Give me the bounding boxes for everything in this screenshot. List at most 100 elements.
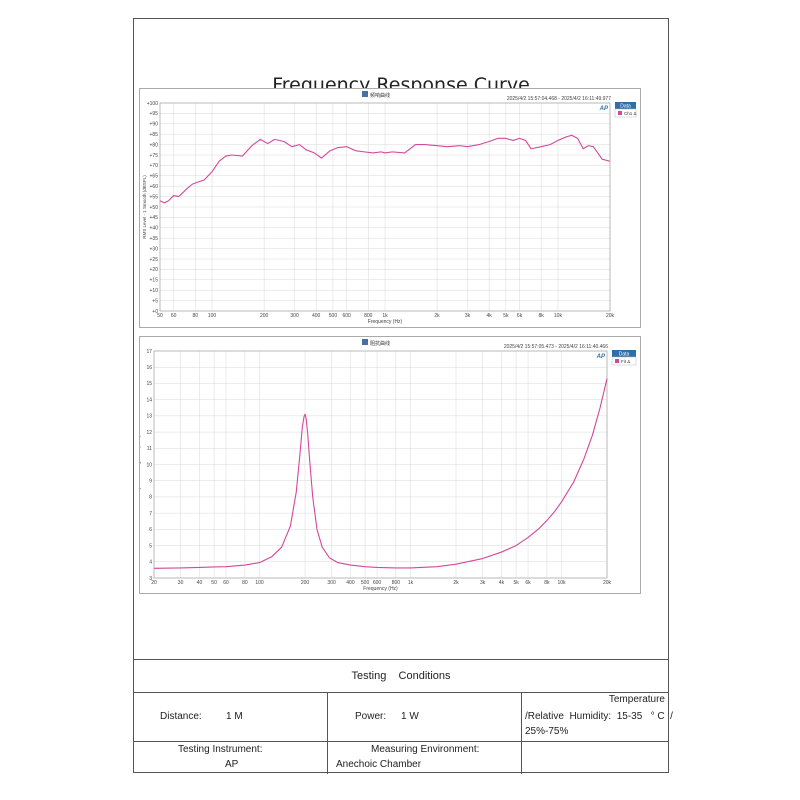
temperature-line-2: /Relative Humidity: 15-35 ° C / <box>525 711 673 722</box>
y-tick-label: +15 <box>150 278 159 284</box>
y-tick-label: +50 <box>150 205 159 211</box>
y-tick-label: +20 <box>150 267 159 273</box>
x-tick-label: 2k <box>453 580 459 586</box>
conditions-row-2: Testing Instrument: AP Measuring Environ… <box>133 741 669 774</box>
x-tick-label: 300 <box>290 313 299 319</box>
y-tick-label: +25 <box>150 257 159 263</box>
conditions-row-1: Distance: 1 M Power: 1 W Temperature /Re… <box>133 692 673 742</box>
temperature-line-1: Temperature <box>608 694 665 705</box>
panel-header-icon <box>362 339 368 345</box>
impedance-panel: 阻抗曲线 2025/4/2 15:57:05.473 - 2025/4/2 16:… <box>139 336 641 594</box>
testing-conditions-table: Testing Conditions Distance: 1 M Power: … <box>133 659 673 774</box>
y-axis-label: Impedance Magnitude (Ohm) <box>140 435 141 494</box>
x-tick-label: 400 <box>312 313 321 319</box>
y-tick-label: +75 <box>150 153 159 159</box>
y-tick-label: 14 <box>146 397 152 403</box>
y-tick-label: +45 <box>150 215 159 221</box>
y-tick-label: 15 <box>146 381 152 387</box>
conditions-title-row: Testing Conditions <box>133 660 669 693</box>
y-tick-label: +85 <box>150 132 159 138</box>
x-tick-label: 1k <box>382 313 388 319</box>
x-axis-label: Frequency (Hz) <box>368 319 403 325</box>
y-tick-label: +10 <box>150 288 159 294</box>
x-tick-label: 500 <box>361 580 370 586</box>
x-tick-label: 5k <box>503 313 509 319</box>
x-tick-label: 500 <box>329 313 338 319</box>
legend-swatch <box>618 111 622 115</box>
x-tick-label: 6k <box>517 313 523 319</box>
plot-frame <box>159 102 611 312</box>
y-tick-label: 8 <box>149 495 152 501</box>
legend-entry: Ch1 Δ <box>624 111 637 116</box>
y-tick-label: +90 <box>150 122 159 128</box>
x-tick-label: 8k <box>539 313 545 319</box>
impedance-chart: 阻抗曲线 2025/4/2 15:57:05.473 - 2025/4/2 16:… <box>140 339 637 592</box>
legend-body <box>611 356 637 366</box>
x-tick-label: 3k <box>465 313 471 319</box>
instrument-value: AP <box>225 759 239 770</box>
x-tick-label: 4k <box>486 313 492 319</box>
legend-title: Data <box>620 104 631 110</box>
timestamp: 2025/4/2 15:57:05.473 - 2025/4/2 16:11:4… <box>504 344 608 350</box>
power-label: Power: <box>355 711 387 722</box>
x-tick-label: 6k <box>525 580 531 586</box>
environment-value: Anechoic Chamber <box>336 759 422 770</box>
y-tick-label: +80 <box>150 142 159 148</box>
panel-header: 频响曲线 <box>370 92 390 99</box>
y-tick-label: +60 <box>150 184 159 190</box>
power-value: 1 W <box>401 711 419 722</box>
timestamp: 2025/4/2 15:57:04.468 - 2025/4/2 16:11:4… <box>507 96 611 102</box>
conditions-title: Testing Conditions <box>351 670 451 682</box>
temperature-line-3: 25%-75% <box>525 726 569 737</box>
y-tick-label: +55 <box>150 194 159 200</box>
y-tick-label: 10 <box>146 462 152 468</box>
x-tick-label: 30 <box>178 580 184 586</box>
x-tick-label: 200 <box>260 313 269 319</box>
series-line <box>153 378 608 569</box>
y-tick-label: 13 <box>146 414 152 420</box>
x-tick-label: 1k <box>408 580 414 586</box>
y-axis-label: RMS Level - 1 Smooth (dBSPL) <box>142 175 147 239</box>
y-tick-label: 9 <box>149 479 152 485</box>
x-tick-label: 4k <box>499 580 505 586</box>
x-tick-label: 600 <box>342 313 351 319</box>
frequency-response-chart: 频响曲线 2025/4/2 15:57:04.468 - 2025/4/2 16:… <box>142 91 637 325</box>
instrument-label: Testing Instrument: <box>178 744 263 755</box>
distance-value: 1 M <box>226 711 243 722</box>
x-tick-label: 600 <box>373 580 382 586</box>
legend-entry: Fit Δ <box>621 359 630 364</box>
x-tick-label: 20k <box>606 313 615 319</box>
x-tick-label: 50 <box>211 580 217 586</box>
y-tick-label: +65 <box>150 174 159 180</box>
x-tick-label: 20k <box>603 580 612 586</box>
frequency-response-panel: 频响曲线 2025/4/2 15:57:04.468 - 2025/4/2 16:… <box>139 88 641 328</box>
y-tick-label: +95 <box>150 111 159 117</box>
x-tick-label: 5k <box>513 580 519 586</box>
y-tick-label: +30 <box>150 246 159 252</box>
y-tick-label: 11 <box>147 446 152 452</box>
y-tick-label: 5 <box>149 543 152 549</box>
x-tick-label: 3k <box>480 580 486 586</box>
x-tick-label: 50 <box>157 313 163 319</box>
x-tick-label: 10k <box>554 313 563 319</box>
y-tick-label: 6 <box>149 527 152 533</box>
x-tick-label: 10k <box>558 580 567 586</box>
x-tick-label: 80 <box>242 580 248 586</box>
series-line <box>159 134 611 204</box>
y-tick-label: 7 <box>149 511 152 517</box>
panel-header: 阻抗曲线 <box>370 340 390 347</box>
ap-logo: AP <box>599 106 609 112</box>
legend-title: Data <box>619 352 630 358</box>
y-tick-label: 3 <box>149 576 152 582</box>
y-tick-label: +5 <box>152 298 158 304</box>
ap-logo: AP <box>596 354 606 360</box>
x-tick-label: 100 <box>208 313 217 319</box>
y-tick-label: +35 <box>150 236 159 242</box>
legend-header <box>612 350 636 357</box>
x-tick-label: 2k <box>434 313 440 319</box>
y-tick-label: +70 <box>150 163 159 169</box>
y-tick-label: +100 <box>147 101 158 107</box>
legend-swatch <box>615 359 619 363</box>
y-tick-label: +40 <box>150 226 159 232</box>
environment-label: Measuring Environment: <box>371 744 480 755</box>
